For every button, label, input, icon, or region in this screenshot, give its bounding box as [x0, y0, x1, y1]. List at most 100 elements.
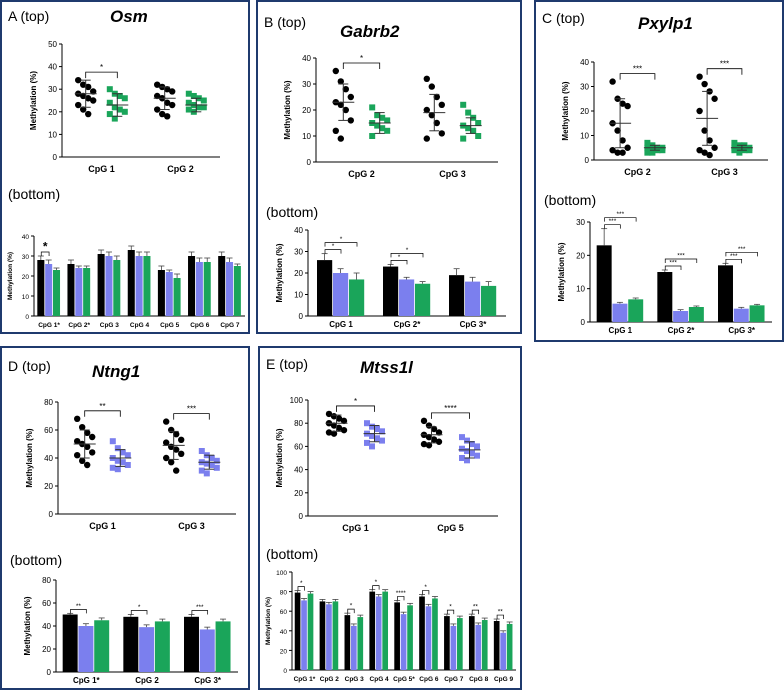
data-point	[423, 135, 430, 142]
data-point	[731, 139, 738, 146]
data-point	[364, 420, 370, 427]
data-point	[430, 425, 438, 433]
bar	[415, 283, 431, 316]
data-point	[80, 81, 87, 88]
y-tick-label: 0	[299, 312, 304, 321]
bar	[383, 266, 399, 316]
significance-bracket	[496, 614, 504, 620]
data-point	[374, 435, 380, 442]
data-point	[90, 88, 97, 95]
data-point	[460, 135, 467, 142]
data-point	[624, 102, 631, 110]
significance-label: *	[340, 236, 343, 243]
bar	[62, 614, 78, 672]
data-point	[379, 125, 386, 132]
significance-label: *	[43, 240, 48, 254]
y-tick-label: 30	[576, 218, 585, 227]
significance-label: ***	[720, 60, 729, 69]
bar	[165, 272, 173, 316]
significance-label: ***	[609, 218, 617, 225]
bar	[188, 256, 196, 316]
significance-bracket	[85, 71, 118, 79]
data-point	[121, 95, 128, 102]
data-point	[325, 429, 333, 436]
y-tick-label: 20	[576, 251, 585, 260]
data-point	[428, 83, 435, 90]
data-point	[185, 106, 192, 113]
bar	[199, 629, 215, 672]
data-point	[374, 122, 381, 129]
data-point	[384, 117, 391, 124]
y-tick-label: 30	[302, 80, 311, 89]
data-point	[200, 97, 207, 104]
y-tick-label: 100	[276, 570, 287, 577]
data-point	[464, 437, 470, 444]
data-point	[335, 424, 343, 432]
panel-a: A (top) Osm 0 10 20 30 40 50 Methylation (%) Cp…	[0, 0, 250, 334]
x-tick-label: CpG 1	[609, 326, 633, 335]
data-point	[106, 86, 113, 93]
data-point	[203, 460, 210, 467]
data-point	[474, 452, 480, 459]
data-point	[475, 120, 482, 126]
significance-bracket	[446, 609, 455, 615]
data-point	[159, 110, 166, 118]
panel-a-gene-title: Osm	[110, 7, 148, 26]
significance-label: ***	[196, 604, 204, 611]
significance-bracket	[725, 251, 758, 257]
x-tick-label: CpG 2*	[668, 326, 696, 335]
data-point	[369, 423, 375, 430]
data-point	[89, 433, 96, 441]
data-point	[464, 457, 470, 464]
data-point	[198, 448, 205, 454]
data-point	[624, 144, 631, 151]
x-tick-label: CpG 1*	[38, 322, 60, 329]
data-point	[330, 430, 338, 437]
y-tick-label: 40	[280, 629, 288, 636]
bar	[195, 262, 203, 316]
data-point	[332, 67, 339, 75]
x-tick-label: CpG 1	[329, 320, 353, 329]
panel-b-bottom-chart: 0 10 20 30 40 Methylation (%) CpG 1 CpG 2* CpG 3…	[275, 226, 506, 329]
y-tick-label: 10	[22, 294, 30, 301]
y-tick-label: 0	[53, 153, 58, 162]
x-tick-label: CpG 1*	[73, 676, 101, 685]
bar	[113, 260, 121, 316]
data-point	[116, 92, 123, 99]
significance-bracket	[664, 258, 698, 263]
significance-bracket	[471, 609, 480, 615]
data-point	[163, 439, 170, 446]
bar	[349, 279, 365, 316]
panel-d: D (top) Ntng1 0 20 40 60 80 Methylation (%) Cp…	[0, 346, 250, 690]
data-point	[614, 127, 621, 134]
data-point	[198, 467, 205, 474]
significance-bracket	[70, 609, 87, 614]
x-tick-label: CpG 2	[624, 167, 651, 177]
y-tick-label: 40	[294, 466, 303, 475]
y-tick-label: 0	[283, 668, 287, 675]
data-point	[154, 92, 161, 100]
data-point	[425, 442, 433, 449]
data-point	[74, 415, 81, 422]
y-tick-label: 0	[47, 668, 52, 677]
data-point	[114, 445, 121, 452]
data-point	[428, 112, 435, 119]
data-point	[438, 130, 445, 137]
y-tick-label: 40	[302, 54, 311, 63]
panel-c-top-chart: 0 10 20 30 40 Methylation (%) CpG 2 CpG 3 *** ***	[561, 58, 768, 177]
data-point	[332, 127, 339, 134]
data-point	[459, 455, 465, 461]
y-axis-label: Methylation (%)	[561, 81, 570, 140]
bar	[45, 264, 53, 316]
panel-e-gene-title: Mtss1l	[360, 358, 413, 377]
significance-bracket	[390, 253, 424, 258]
bar	[425, 606, 432, 670]
bar	[400, 614, 407, 670]
data-point	[337, 78, 344, 85]
bar	[344, 615, 351, 670]
data-point	[469, 450, 475, 457]
significance-bracket	[706, 68, 743, 75]
x-tick-label: CpG 1*	[294, 676, 316, 683]
bar	[419, 596, 425, 670]
data-point	[154, 81, 161, 88]
